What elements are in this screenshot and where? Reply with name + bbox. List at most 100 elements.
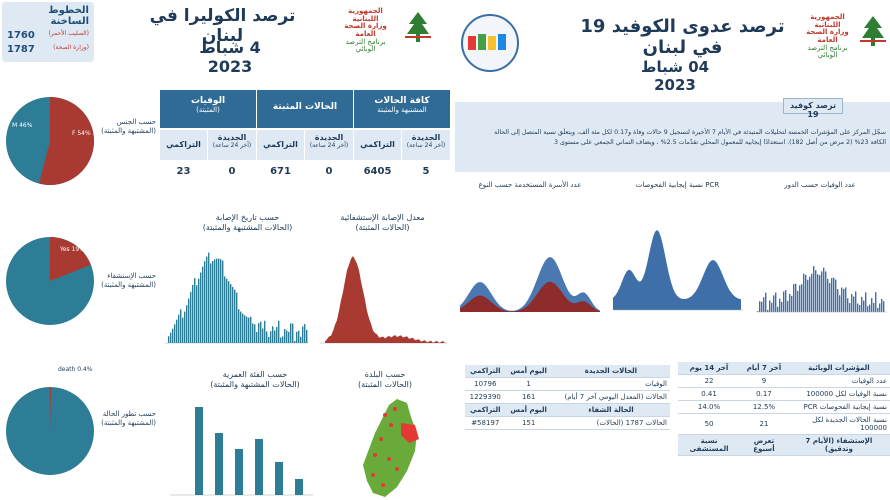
onset-bar — [268, 336, 270, 343]
deaths-bar — [767, 309, 769, 312]
hosp-area-chart — [320, 256, 447, 344]
covid-ministry-logo: الجمهورية اللبنانية وزارة الصحة العامة ب… — [800, 13, 855, 60]
age-bar-chart — [170, 407, 313, 496]
onset-bar — [286, 330, 288, 343]
indicators-cell: 0.17 — [740, 387, 788, 401]
deaths-bar — [855, 291, 857, 312]
onset-bar — [266, 331, 268, 343]
age-chart-sub: (الحالات المشتبهة والمثبتة) — [210, 379, 300, 389]
hosp-chart-title: معدل الإصابة الإستشفائية (الحالات المثبت… — [320, 213, 445, 232]
deaths-bar — [825, 271, 827, 312]
age-chart-title: حسب الفئة العمرية (الحالات المشتبهة والم… — [200, 370, 310, 389]
pie-slice-highlight — [50, 237, 91, 281]
covid-chart-title-pcr: نسبة إيجابية الفحوصات PCR — [635, 181, 720, 189]
deaths-bar — [809, 276, 811, 312]
col-all-new: الجديدة (آخر 24 ساعة) — [402, 130, 450, 160]
onset-bar — [248, 317, 250, 343]
deaths-bar — [757, 311, 759, 312]
onset-bar — [182, 317, 184, 343]
onset-bar — [184, 311, 186, 343]
val-all-new: 5 — [422, 166, 430, 177]
deaths-bar — [857, 303, 859, 312]
deaths-bar — [863, 300, 865, 312]
deaths-bar — [785, 290, 787, 312]
onset-bar — [252, 323, 254, 343]
covid-ministry-name: الجمهورية اللبنانية — [810, 13, 845, 29]
indicators-cell: نسبة الحالات الجديدة لكل 100000 — [787, 413, 890, 435]
deaths-bar — [871, 298, 873, 312]
covid-chart-title-deaths: عدد الوفيات حسب الدور — [784, 181, 856, 189]
pie-by-sex-title: حسب الجنس — [116, 118, 156, 126]
deaths-bar — [839, 295, 841, 312]
indicators-cell: نسبة المستشفى — [678, 434, 741, 456]
cholera-title: ترصد الكوليرا في لبنان — [149, 6, 296, 46]
cases-cell: الوفيات — [551, 377, 670, 391]
deaths-bar — [819, 275, 821, 312]
deaths-bar — [773, 295, 775, 312]
covid-paragraph-line-1: سجّل المركز على المؤشرات الخمسة لتحليلات… — [494, 129, 886, 136]
deaths-bar — [843, 288, 845, 312]
val-deaths-cumulative: 23 — [176, 166, 191, 177]
onset-bar — [224, 276, 226, 343]
cases-header-2: التراكمي — [465, 365, 506, 378]
indicators-header-2: آخر 14 يوم — [678, 362, 741, 375]
onset-bar — [200, 272, 202, 343]
pie-by-sex-slice-a: F 54% — [72, 130, 91, 137]
cases-cell: الحالات (المعدل اليومي آخر 7 أيام) — [551, 390, 670, 404]
pie-by-outcome-title: حسب تطور الحالة — [102, 410, 156, 418]
pie-by-outcome-slice-b: alive — [38, 490, 53, 497]
col-all-new-label: الجديدة — [411, 133, 441, 142]
ministry-sub: وزارة الصحة العامة — [344, 22, 387, 39]
covid-indicators-table: المؤشرات الوبائية آخر 7 أيام آخر 14 يوم … — [678, 362, 890, 456]
covid-pcr-chart — [613, 230, 743, 311]
deaths-bar — [781, 301, 783, 312]
indicators-header-1: آخر 7 أيام — [740, 362, 788, 375]
covid-paragraph-line-2: الكافة 23% (2 مرض من أصل 182). استعدادًا… — [553, 139, 886, 147]
indicators-cell: 22 — [678, 374, 741, 388]
indicators-cell: نسبة إيجابية الفحوصات PCR — [787, 400, 890, 414]
deaths-bar — [789, 293, 791, 312]
deaths-bar — [783, 291, 785, 312]
onset-bar — [212, 261, 214, 343]
deaths-bar — [761, 301, 763, 312]
onset-bar — [242, 313, 244, 343]
covid-title: ترصد عدوى الكوفيد 19 في لبنان — [580, 16, 785, 58]
pcr-area — [613, 230, 741, 310]
onset-bar — [260, 321, 262, 343]
table-row: نسبة الحالات الجديدة لكل 100000 21 50 — [678, 413, 890, 435]
col-deaths-new: الجديدة (آخر 24 ساعة) — [208, 130, 256, 160]
cases-header-row-2: الحالة الشفاء اليوم أمس التراكمي — [465, 403, 670, 417]
deaths-bar — [849, 303, 851, 312]
pie-by-hosp-label: حسب الإستشفاء (المشتبهة والمثبتة) — [98, 272, 156, 290]
indicators-cell: تعرض أسبوع — [740, 434, 788, 456]
group-all-sub: المشتبهة والمثبتة — [377, 106, 427, 114]
map-sub: (الحالات المثبتة) — [358, 379, 412, 389]
col-all-cumulative: التراكمي — [354, 130, 401, 160]
lebanon-map-icon — [363, 399, 419, 497]
indicators-cell: 21 — [740, 413, 788, 435]
deaths-bar — [837, 289, 839, 312]
hotline-label-1: (الصليب الأحمر) — [48, 30, 89, 37]
col-confirmed-new: الجديدة (آخر 24 ساعة) — [305, 130, 353, 160]
deaths-bar — [847, 298, 849, 312]
indicators-header-0: المؤشرات الوبائية — [787, 362, 890, 375]
deaths-bar — [879, 303, 881, 312]
deaths-bar — [801, 284, 803, 312]
onset-bar — [222, 260, 224, 343]
pie-by-hosp-sub: (المشتبهة والمثبتة) — [101, 280, 156, 289]
pie-slice-highlight — [50, 387, 52, 431]
onset-bar — [176, 319, 178, 343]
table-row: الوفيات 1 10796 — [465, 377, 670, 391]
val-confirmed-cumulative: 671 — [270, 166, 291, 177]
onset-bar — [202, 266, 204, 343]
covid-campaign-logo — [461, 14, 519, 72]
onset-bar — [168, 336, 170, 343]
onset-bar — [284, 328, 286, 343]
age-chart-title-text: حسب الفئة العمرية — [222, 370, 288, 379]
onset-bar — [204, 261, 206, 343]
cases-cell: 1 — [505, 377, 552, 391]
onset-bar — [282, 336, 284, 343]
covid-beds-chart — [460, 257, 600, 312]
cedar-logo-icon — [405, 12, 431, 42]
pie-by-sex — [6, 97, 94, 185]
